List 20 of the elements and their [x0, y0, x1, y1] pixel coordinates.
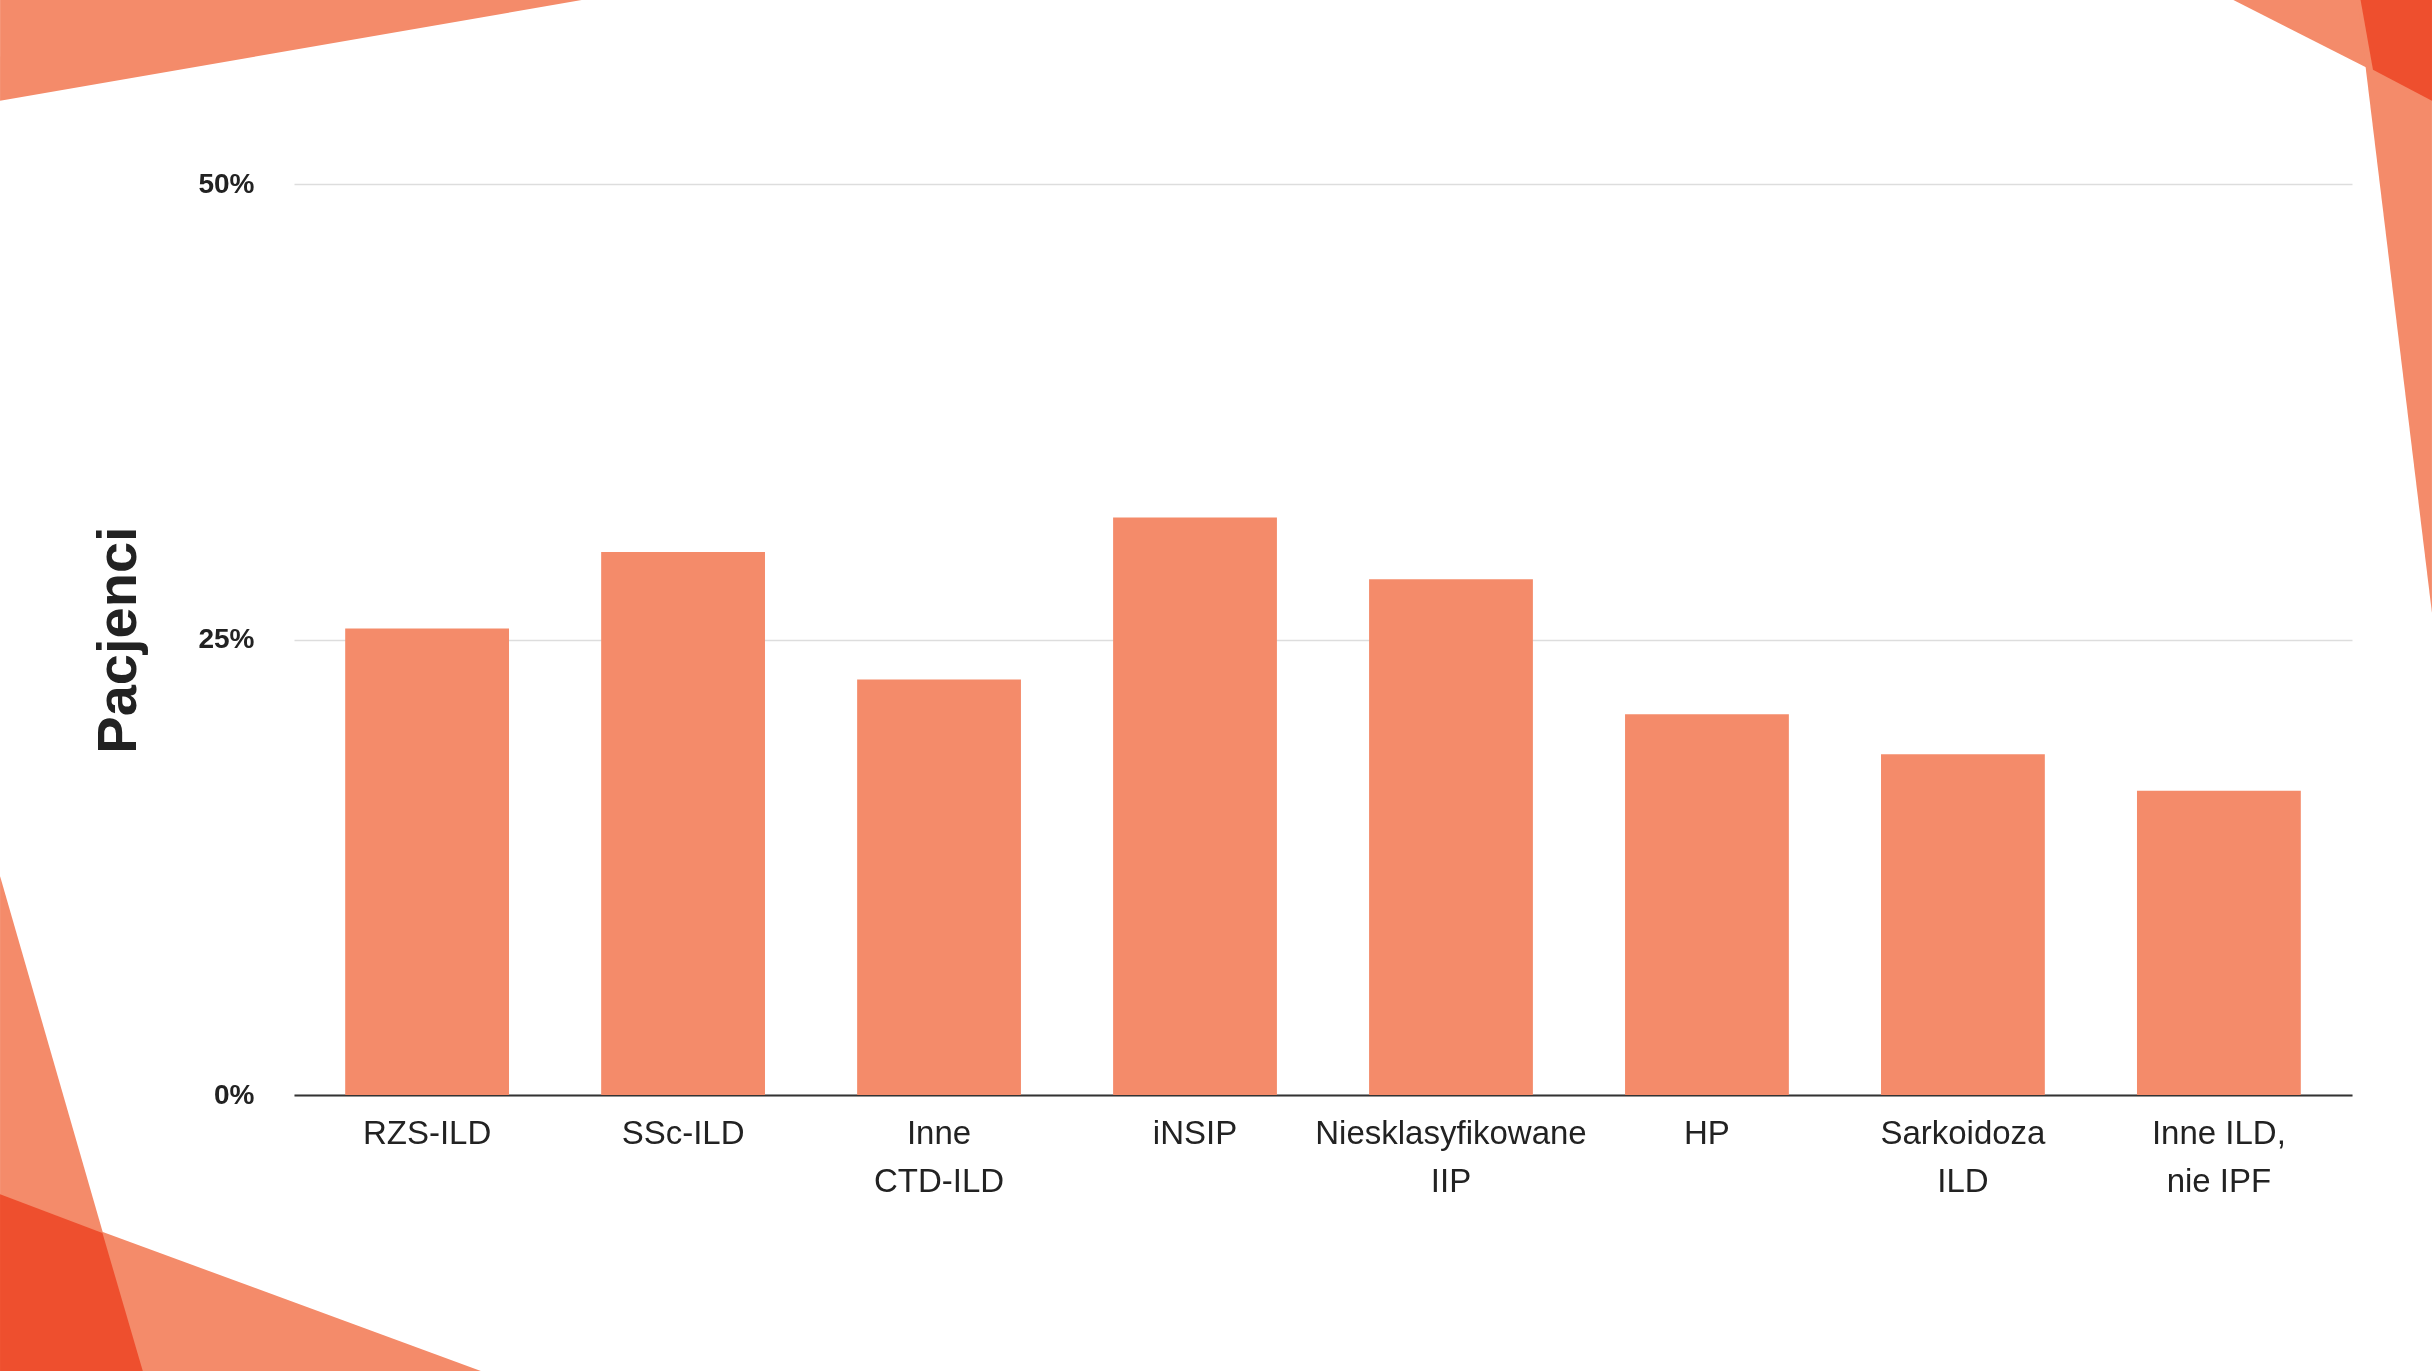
x-tick-label: Niesklasyfikowane IIP [1315, 1113, 1587, 1199]
y-tick-label: 0% [214, 1078, 255, 1110]
x-tick-label: iNSIP [1152, 1113, 1238, 1151]
y-tick-label: 50% [198, 167, 255, 199]
x-tick-label: HP [1684, 1113, 1730, 1151]
x-tick-label: Inne ILD, nie IPF [2151, 1113, 2286, 1199]
bar [1113, 517, 1277, 1095]
bar [345, 628, 510, 1095]
bar [857, 679, 1021, 1095]
x-tick-label: Sarkoidoza ILD [1880, 1113, 2047, 1199]
bar [2136, 790, 2301, 1095]
x-tick-label: SSc-ILD [621, 1113, 745, 1151]
bar [1881, 754, 2045, 1095]
x-tick-label: RZS-ILD [362, 1113, 492, 1151]
bar [1625, 714, 1789, 1095]
bar [601, 552, 765, 1095]
y-axis-title: Pacjenci [85, 526, 149, 754]
bar [1369, 579, 1533, 1095]
x-tick-label: Inne CTD-ILD [873, 1113, 1005, 1199]
y-tick-label: 25% [198, 623, 255, 654]
